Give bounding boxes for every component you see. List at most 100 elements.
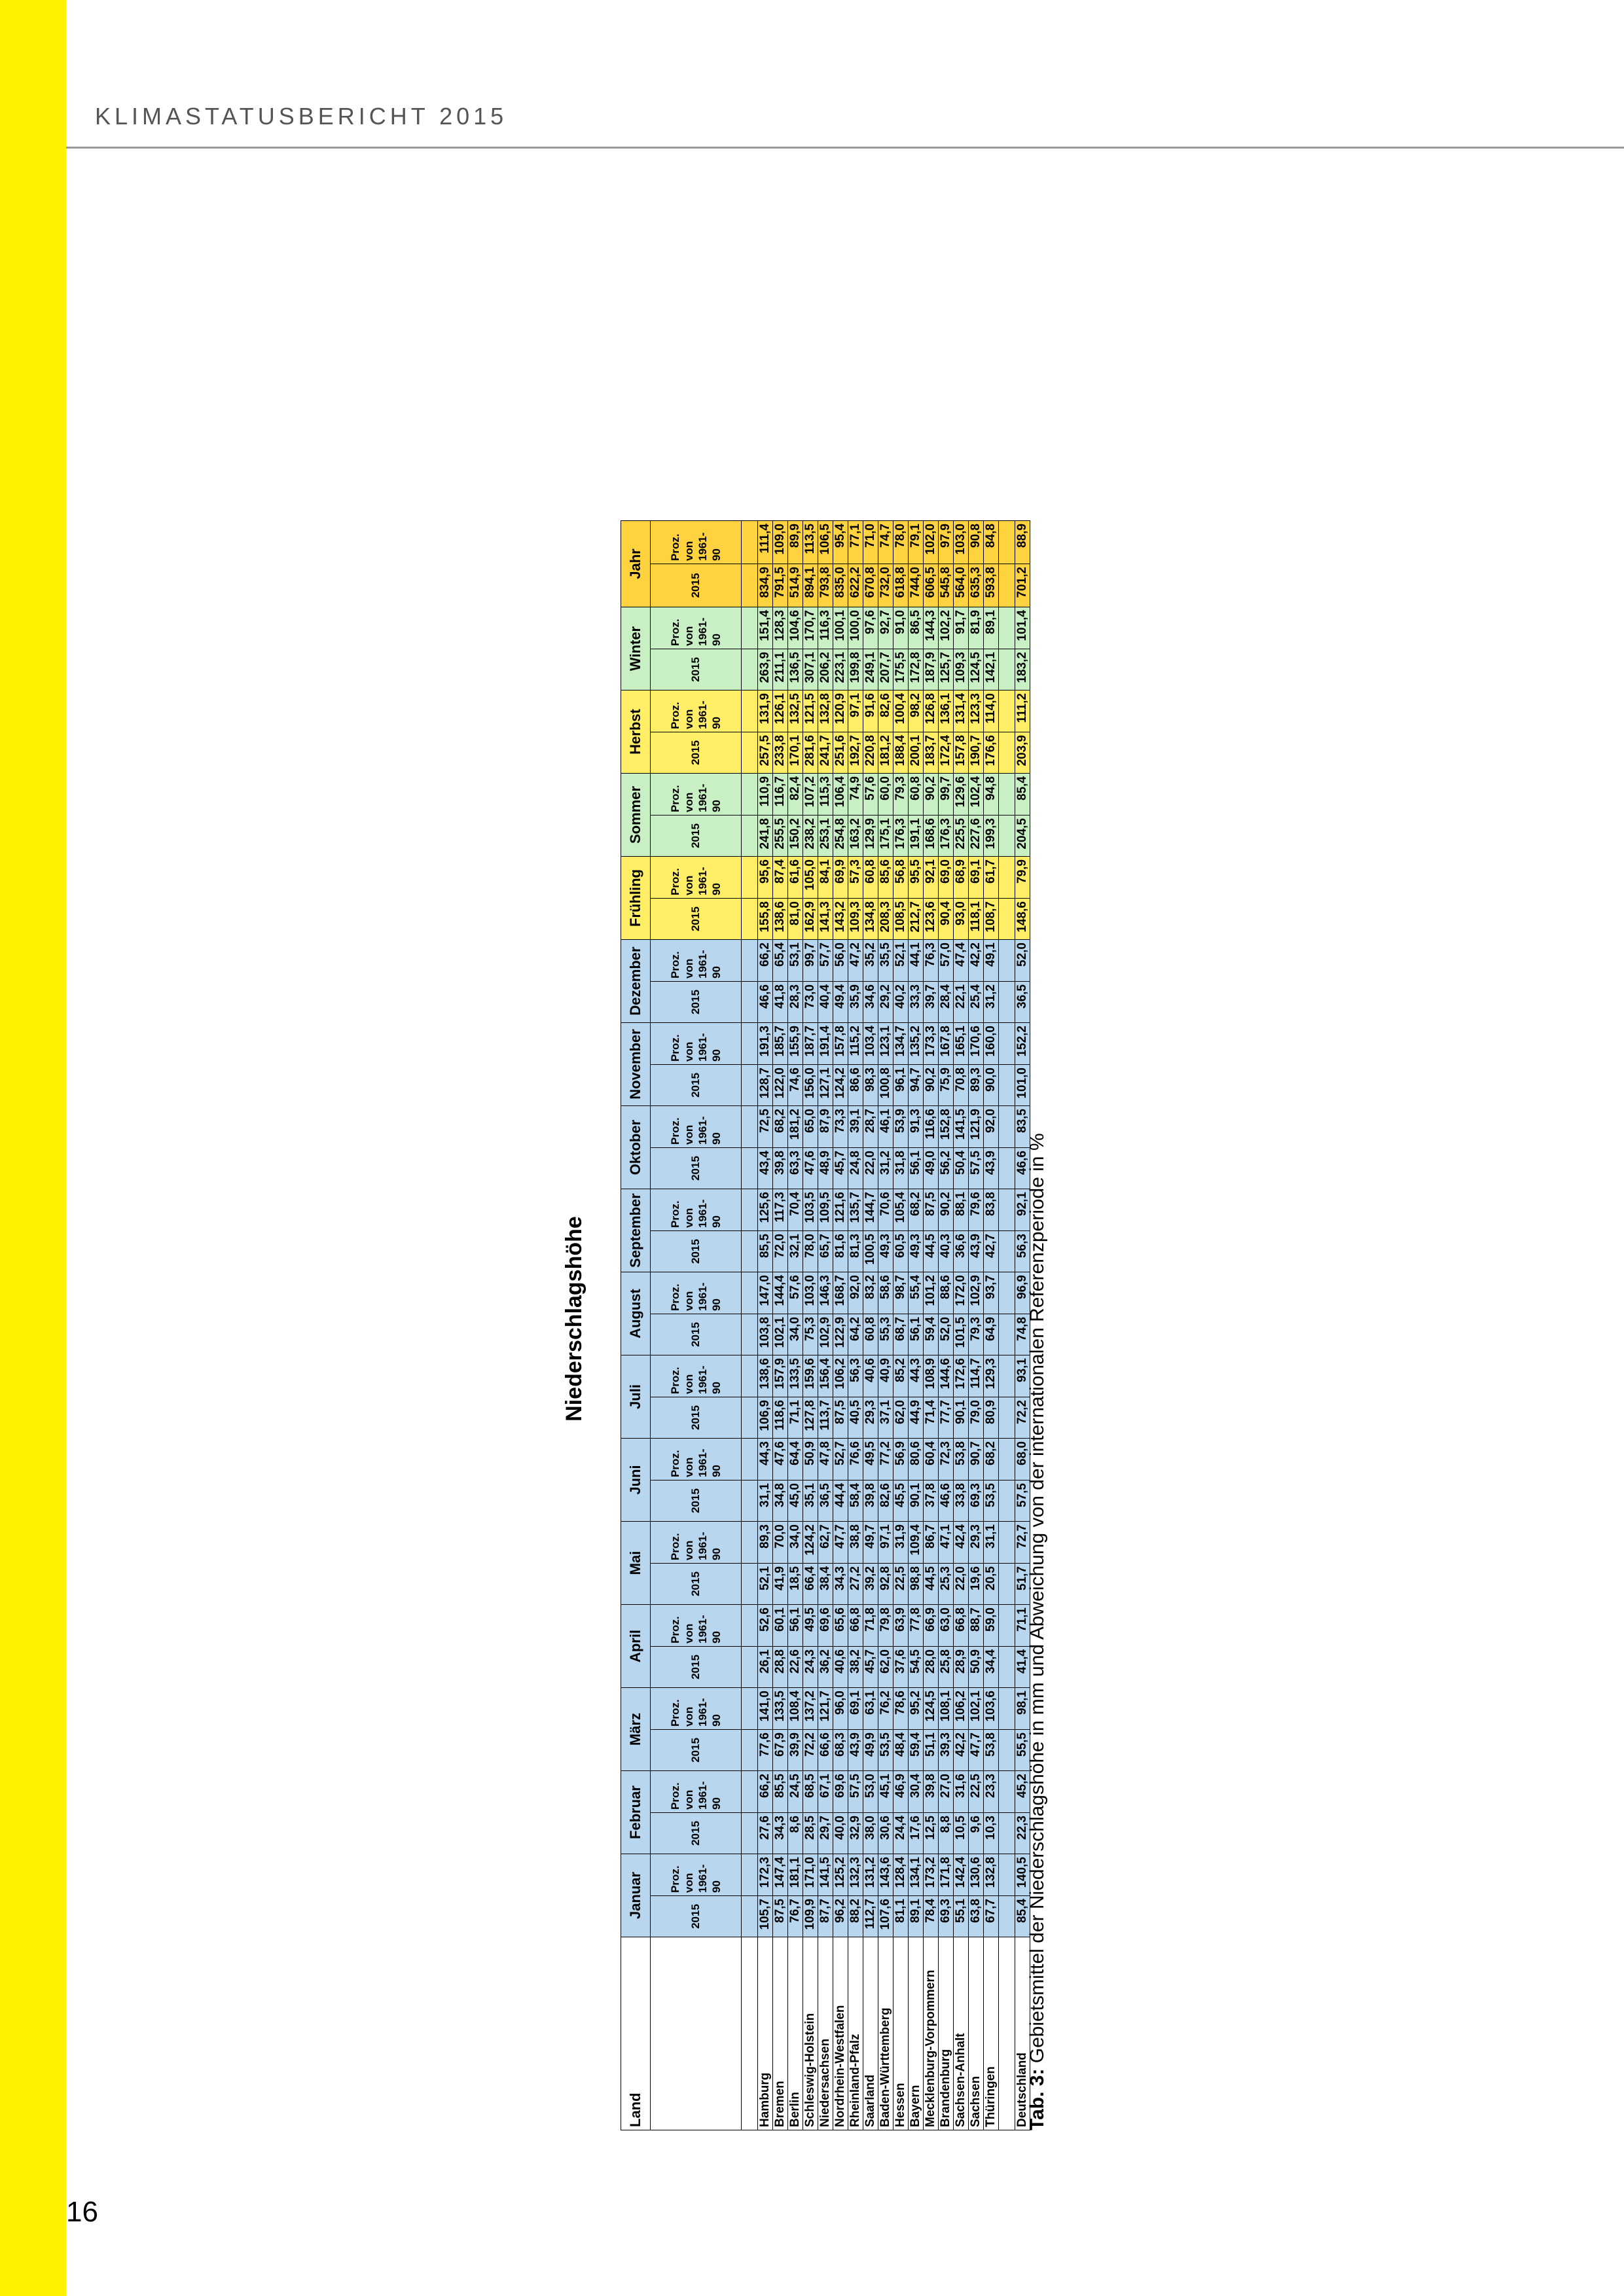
value-cell: 147,0 [757, 1272, 773, 1314]
value-cell: 116,7 [772, 773, 788, 816]
value-cell: 97,9 [938, 520, 954, 564]
header-period-7: August [621, 1272, 651, 1355]
value-cell: 52,6 [757, 1604, 773, 1647]
land-name: Bremen [772, 1937, 788, 2130]
header-proz: Proz. von 1961-90 [650, 1355, 742, 1397]
value-cell: 183,7 [923, 732, 939, 774]
header-period-13: Sommer [621, 773, 651, 857]
value-cell: 117,3 [772, 1189, 788, 1231]
value-cell: 124,2 [803, 1521, 818, 1564]
value-cell: 115,3 [818, 773, 833, 816]
value-cell: 123,3 [968, 690, 984, 732]
header-period-16: Jahr [621, 520, 651, 607]
value-cell: 74,7 [878, 520, 893, 564]
value-cell: 72,3 [938, 1438, 954, 1480]
value-cell: 68,9 [953, 856, 969, 899]
value-cell: 108,9 [923, 1355, 939, 1397]
land-name: Bayern [908, 1937, 924, 2130]
header-2015: 2015 [650, 981, 742, 1023]
value-cell: 65,4 [772, 939, 788, 982]
value-cell: 112,7 [863, 1895, 878, 1937]
value-cell: 136,1 [938, 690, 954, 732]
value-cell: 69,3 [938, 1895, 954, 1937]
value-cell: 141,5 [953, 1105, 969, 1148]
value-cell: 69,3 [968, 1480, 984, 1522]
value-cell: 40,4 [818, 981, 833, 1023]
value-cell: 65,7 [818, 1230, 833, 1272]
header-2015: 2015 [650, 649, 742, 691]
value-cell: 78,6 [893, 1687, 909, 1730]
header-land: Land [621, 1937, 651, 2130]
value-cell: 170,6 [968, 1022, 984, 1065]
value-cell: 60,8 [908, 773, 924, 816]
value-cell: 159,6 [803, 1355, 818, 1397]
value-cell: 73,0 [803, 981, 818, 1023]
value-cell: 50,9 [803, 1438, 818, 1480]
value-cell: 134,8 [863, 898, 878, 940]
value-cell: 81,3 [848, 1230, 863, 1272]
value-cell: 69,6 [833, 1770, 848, 1813]
value-cell: 89,3 [968, 1064, 984, 1106]
value-cell: 49,4 [833, 981, 848, 1023]
value-cell: 84,8 [983, 520, 999, 564]
header-proz: Proz. von 1961-90 [650, 939, 742, 982]
value-cell: 138,6 [772, 898, 788, 940]
value-cell: 66,4 [803, 1563, 818, 1605]
value-cell: 53,0 [863, 1770, 878, 1813]
value-cell: 70,6 [878, 1189, 893, 1231]
value-cell: 87,7 [818, 1895, 833, 1937]
value-cell: 200,1 [908, 732, 924, 774]
value-cell: 31,1 [757, 1480, 773, 1522]
value-cell: 171,0 [803, 1854, 818, 1896]
value-cell: 71,1 [787, 1397, 803, 1439]
table-row: Niedersachsen 87,7 141,5 29,7 67,1 66,6 121,7 3… [818, 520, 833, 2130]
value-cell: 52,1 [893, 939, 909, 982]
value-cell: 77,1 [848, 520, 863, 564]
value-cell: 123,6 [923, 898, 939, 940]
value-cell: 28,8 [772, 1646, 788, 1688]
value-cell: 85,6 [878, 856, 893, 899]
value-cell: 87,5 [833, 1397, 848, 1439]
value-cell: 606,5 [923, 564, 939, 607]
value-cell: 60,1 [772, 1604, 788, 1647]
value-cell: 53,5 [983, 1480, 999, 1522]
value-cell: 35,9 [848, 981, 863, 1023]
value-cell: 135,2 [908, 1022, 924, 1065]
value-cell: 635,3 [968, 564, 984, 607]
value-cell: 83,2 [863, 1272, 878, 1314]
value-cell: 47,6 [803, 1147, 818, 1189]
value-cell: 102,1 [968, 1687, 984, 1730]
value-cell: 96,2 [833, 1895, 848, 1937]
value-cell: 65,6 [833, 1604, 848, 1647]
value-cell: 124,2 [833, 1064, 848, 1106]
value-cell: 212,7 [908, 898, 924, 940]
header-period-3: April [621, 1604, 651, 1688]
value-cell: 100,0 [848, 607, 863, 649]
value-cell: 99,7 [938, 773, 954, 816]
value-cell: 55,1 [953, 1895, 969, 1937]
header-group-row: Land Januar Februar März April Mai Juni Juli Aug… [621, 520, 651, 2130]
value-cell: 144,3 [923, 607, 939, 649]
value-cell: 165,1 [953, 1022, 969, 1065]
value-cell: 93,0 [953, 898, 969, 940]
header-2015: 2015 [650, 1812, 742, 1854]
value-cell: 56,8 [893, 856, 909, 899]
header-proz: Proz. von 1961-90 [650, 1687, 742, 1730]
value-cell: 176,3 [893, 815, 909, 857]
value-cell: 132,8 [818, 690, 833, 732]
running-header: KLIMASTATUSBERICHT 2015 [95, 103, 508, 130]
value-cell: 100,4 [893, 690, 909, 732]
value-cell: 118,1 [968, 898, 984, 940]
value-cell: 101,2 [923, 1272, 939, 1314]
value-cell: 63,8 [968, 1895, 984, 1937]
value-cell: 106,5 [818, 520, 833, 564]
value-cell: 72,0 [772, 1230, 788, 1272]
value-cell: 125,2 [833, 1854, 848, 1896]
value-cell: 170,7 [803, 607, 818, 649]
value-cell: 24,5 [787, 1770, 803, 1813]
value-cell: 108,7 [983, 898, 999, 940]
value-cell: 172,3 [757, 1854, 773, 1896]
value-cell: 72,2 [803, 1729, 818, 1771]
value-cell: 55,4 [908, 1272, 924, 1314]
header-period-12: Frühling [621, 856, 651, 940]
